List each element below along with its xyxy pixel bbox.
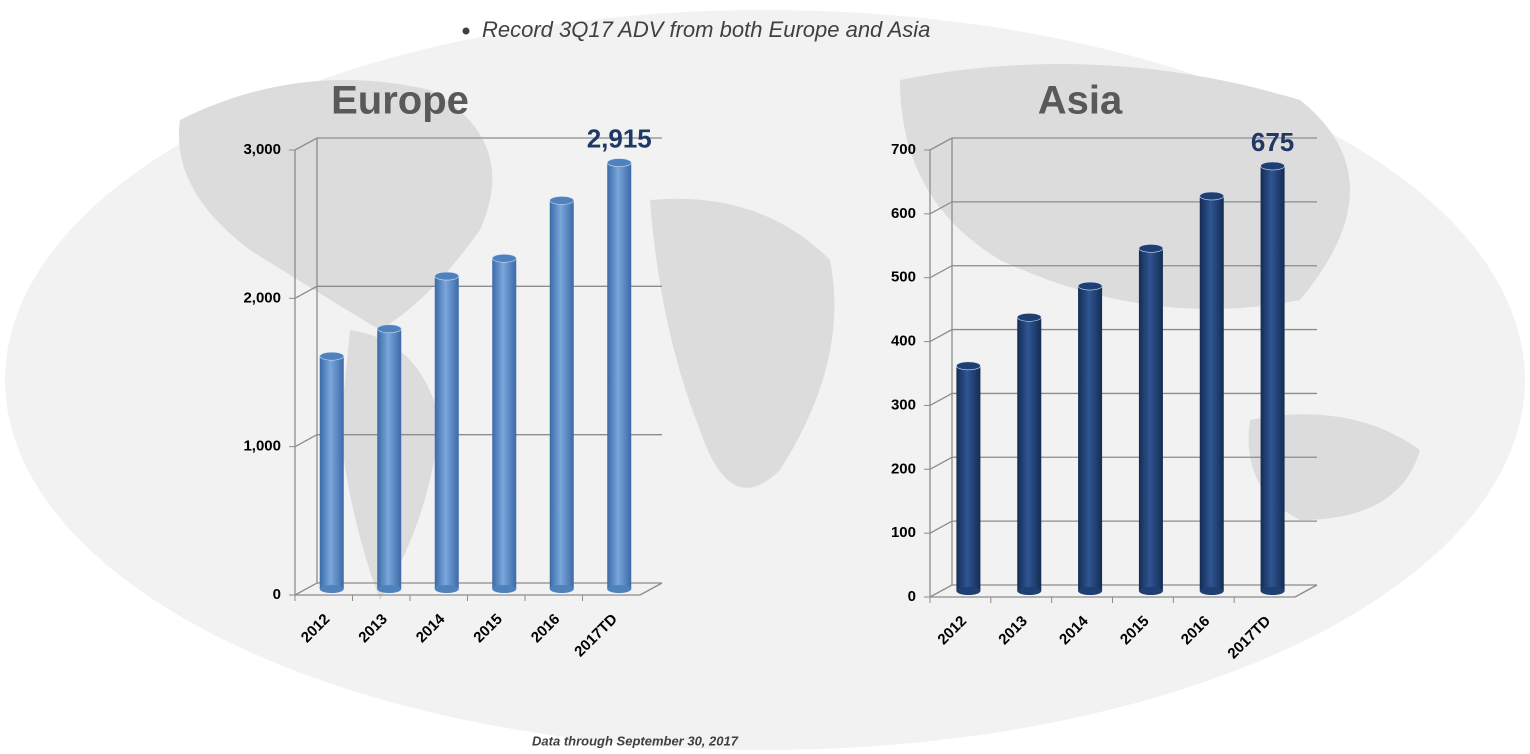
bar-base bbox=[1260, 587, 1285, 595]
bar bbox=[1138, 248, 1163, 591]
bar-top bbox=[1016, 313, 1042, 322]
bullet-dot bbox=[462, 27, 470, 35]
map-continents bbox=[178, 64, 1420, 600]
bar-top bbox=[549, 196, 575, 205]
bar bbox=[1260, 165, 1285, 591]
bar-base bbox=[377, 585, 402, 593]
bar-base bbox=[492, 585, 517, 593]
bar bbox=[1199, 195, 1224, 591]
y-tick-label: 1,000 bbox=[243, 438, 281, 455]
bar bbox=[434, 276, 459, 589]
chart-title: Europe bbox=[331, 79, 469, 123]
value-label: 675 bbox=[1251, 127, 1294, 157]
bar-top bbox=[1077, 281, 1103, 291]
bar-top bbox=[434, 271, 460, 281]
bar-base bbox=[319, 585, 344, 593]
bar-top bbox=[376, 324, 402, 334]
bar-top bbox=[1199, 191, 1225, 201]
y-tick-label: 500 bbox=[891, 269, 916, 286]
bar bbox=[956, 365, 981, 591]
bar-base bbox=[1199, 587, 1224, 595]
value-label: 2,915 bbox=[587, 123, 652, 153]
chart-title: Asia bbox=[1038, 79, 1123, 123]
bar-top bbox=[491, 253, 517, 263]
y-tick-label: 600 bbox=[891, 205, 916, 222]
bar bbox=[607, 162, 632, 589]
y-tick-label: 200 bbox=[891, 460, 916, 477]
floor-edge bbox=[1294, 584, 1318, 598]
bar bbox=[549, 200, 574, 589]
footer-note: Data through September 30, 2017 bbox=[532, 733, 739, 748]
bullet-text: Record 3Q17 ADV from both Europe and Asi… bbox=[482, 17, 930, 42]
bar-base bbox=[1017, 587, 1042, 595]
bar-top bbox=[1260, 161, 1285, 171]
bar-base bbox=[1078, 587, 1103, 595]
bar-top bbox=[956, 361, 981, 371]
bar-top bbox=[1138, 244, 1164, 253]
bar-base bbox=[607, 585, 632, 593]
bar-top bbox=[319, 351, 345, 361]
y-tick-label: 100 bbox=[891, 524, 916, 541]
bar bbox=[1017, 317, 1042, 591]
bar bbox=[319, 356, 344, 589]
bar-base bbox=[956, 587, 981, 595]
bar bbox=[1078, 286, 1103, 591]
bar-base bbox=[434, 585, 459, 593]
bar bbox=[492, 258, 517, 589]
y-tick-label: 0 bbox=[273, 586, 281, 603]
y-tick-label: 300 bbox=[891, 396, 916, 413]
y-tick-label: 3,000 bbox=[243, 141, 281, 158]
y-tick-label: 400 bbox=[891, 333, 916, 350]
floor-edge bbox=[639, 582, 663, 596]
bar-base bbox=[1138, 587, 1163, 595]
bar-base bbox=[549, 585, 574, 593]
y-tick-label: 2,000 bbox=[243, 289, 281, 306]
bar bbox=[377, 328, 402, 589]
bar-top bbox=[606, 158, 632, 167]
y-tick-label: 700 bbox=[891, 141, 916, 158]
y-tick-label: 0 bbox=[908, 588, 916, 605]
